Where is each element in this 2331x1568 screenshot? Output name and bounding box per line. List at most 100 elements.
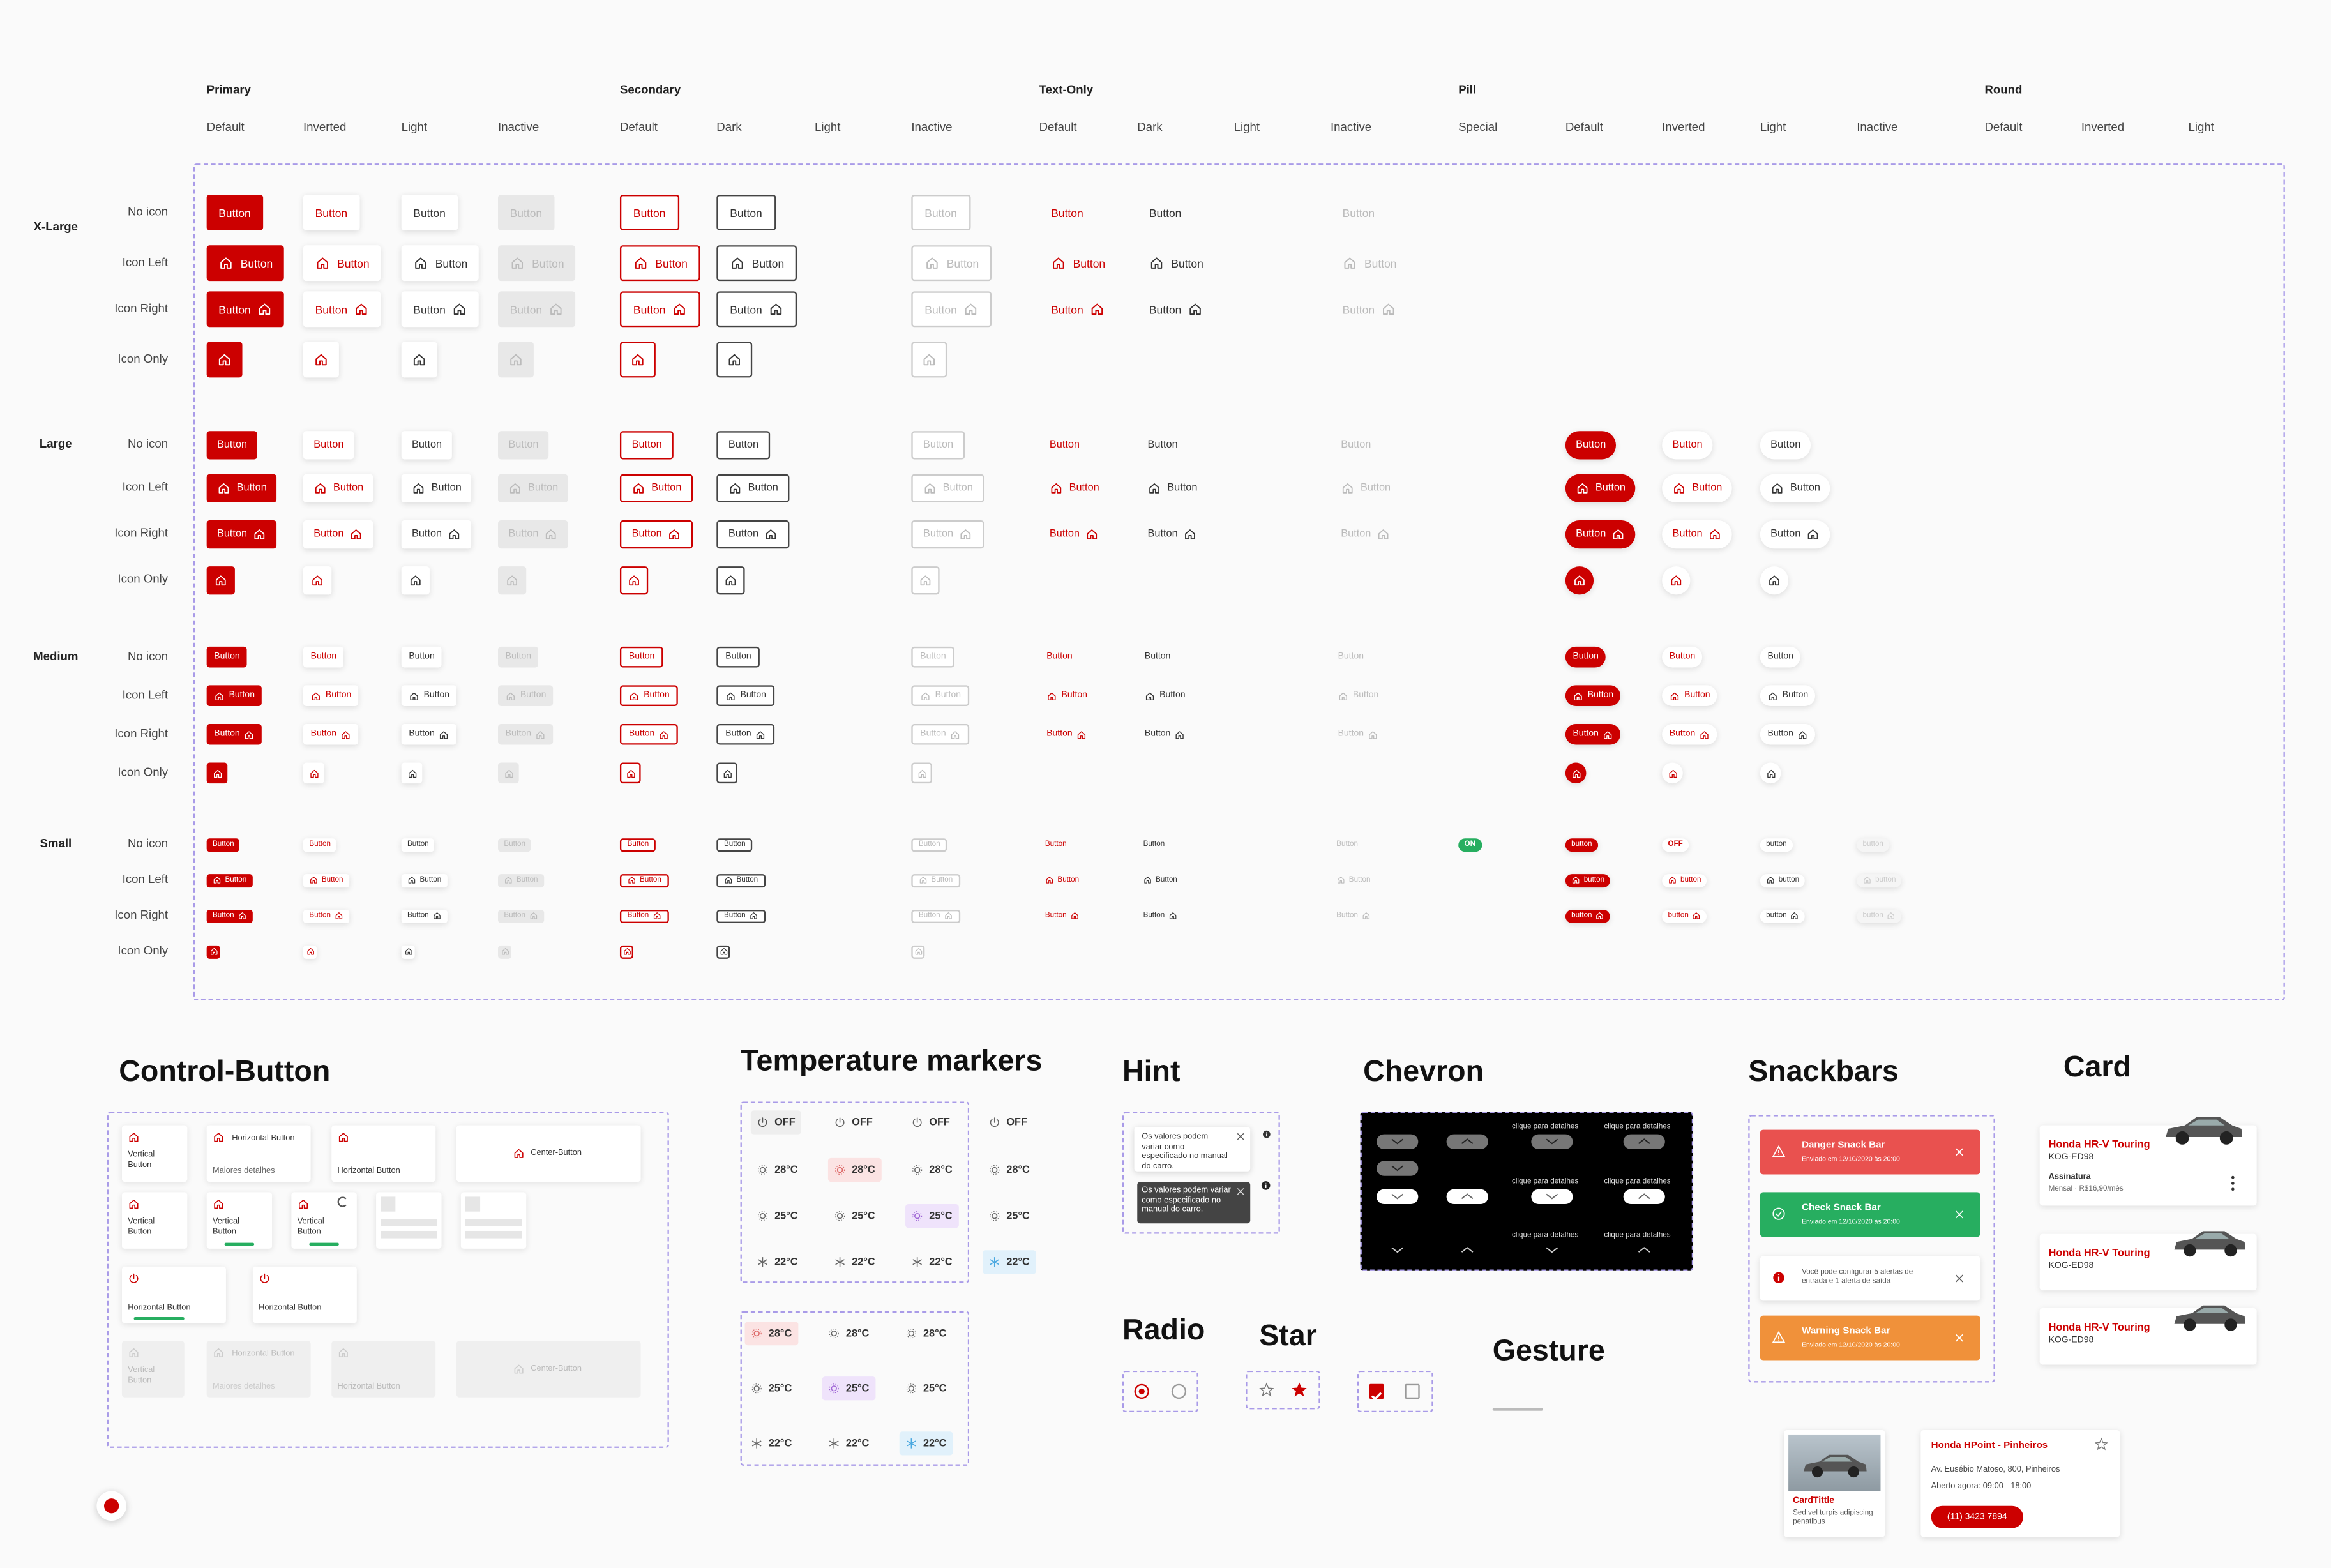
button[interactable]: Button [716,473,790,502]
control-button[interactable] [376,1192,442,1249]
button[interactable]: Button [498,723,554,745]
temperature-marker[interactable]: 22°C [751,1250,804,1274]
x-icon[interactable] [1954,1272,1966,1285]
temperature-marker[interactable]: 25°C [983,1204,1036,1228]
button[interactable]: Button [498,838,532,852]
button[interactable]: Button [206,685,262,707]
button[interactable]: Button [498,430,549,459]
button[interactable]: Button [1331,685,1386,706]
temperature-marker[interactable]: OFF [983,1110,1033,1134]
button[interactable] [911,944,925,958]
button[interactable]: Button [1039,245,1117,281]
button[interactable]: Button [1137,430,1188,458]
button[interactable] [619,565,649,594]
button[interactable]: Button [911,646,955,668]
button[interactable]: Button [303,646,344,668]
button[interactable]: Button [206,473,278,502]
button[interactable]: Button [1760,685,1816,707]
button[interactable]: Button [1137,474,1207,502]
button[interactable]: OFF [1662,838,1689,852]
button[interactable]: Button [619,195,679,230]
button[interactable]: Button [401,473,472,502]
button[interactable]: Button [1331,430,1382,458]
button[interactable]: Button [1039,685,1095,706]
button[interactable]: Button [619,473,694,502]
button[interactable] [1565,565,1594,594]
button[interactable]: Button [1662,430,1713,459]
button[interactable]: Button [1331,474,1401,502]
temperature-marker[interactable]: 22°C [983,1250,1036,1274]
temperature-marker[interactable]: 22°C [745,1431,798,1455]
control-button[interactable]: Horizontal Button Maiores detalhes [206,1341,311,1398]
button[interactable]: button [1565,908,1611,923]
button[interactable] [401,342,437,378]
button[interactable]: Button [1137,838,1170,851]
chevron[interactable] [1531,1189,1573,1205]
control-button[interactable]: Horizontal Button [121,1266,226,1323]
button[interactable]: Button [911,245,993,282]
temperature-marker[interactable]: OFF [828,1110,879,1134]
star-icon[interactable] [1292,1382,1307,1397]
temperature-marker[interactable]: 28°C [751,1158,804,1182]
control-button[interactable]: Vertical Button [206,1192,273,1249]
car-card[interactable]: Honda HR-V Touring KOG-ED98 Assinatura Mens… [2039,1117,2257,1206]
button[interactable]: Button [206,723,262,745]
control-button[interactable]: Vertical Button [121,1192,188,1249]
button[interactable]: Button [716,908,766,923]
control-button[interactable]: Horizontal Button [331,1341,436,1398]
button[interactable]: Button [303,430,354,459]
button[interactable]: Button [498,873,544,887]
temperature-marker[interactable]: 28°C [822,1322,875,1345]
button[interactable]: Button [401,908,448,923]
button[interactable]: Button [1331,520,1401,548]
button[interactable]: Button [1039,195,1096,230]
phone-button[interactable]: (11) 3423 7894 [1931,1505,2024,1528]
button[interactable] [303,762,324,784]
temperature-marker[interactable]: 25°C [828,1204,881,1228]
chevron[interactable] [1447,1243,1488,1258]
button[interactable]: Button [1137,195,1193,230]
temperature-marker[interactable]: 22°C [828,1250,881,1274]
button[interactable] [206,565,235,594]
button[interactable]: Button [1662,646,1703,668]
temperature-marker[interactable]: 28°C [983,1158,1036,1182]
button[interactable]: Button [498,245,577,282]
button[interactable]: Button [1137,873,1183,887]
temperature-marker[interactable]: OFF [750,1110,802,1135]
button[interactable]: Button [716,723,775,745]
temperature-marker[interactable]: 25°C [900,1376,953,1400]
button[interactable]: button [1857,838,1890,852]
button[interactable]: button [1760,908,1806,923]
button[interactable]: Button [206,519,278,548]
chevron[interactable] [1377,1134,1419,1149]
button[interactable] [911,762,932,784]
button[interactable] [401,762,423,784]
button[interactable]: Button [1331,909,1377,923]
button[interactable]: button [1565,873,1611,887]
button[interactable]: Button [401,430,453,459]
button[interactable]: Button [1565,473,1636,502]
x-icon[interactable] [1954,1332,1966,1344]
button[interactable]: Button [911,430,965,459]
button[interactable]: Button [716,838,753,852]
button[interactable]: Button [619,519,694,548]
button[interactable]: Button [911,685,970,707]
button[interactable]: button [1565,838,1598,852]
button[interactable]: Button [206,646,248,668]
button[interactable] [206,762,228,784]
button[interactable]: Button [1137,909,1183,923]
chevron[interactable] [1623,1134,1665,1149]
button[interactable]: Button [911,291,993,328]
button[interactable] [619,762,641,784]
car-card[interactable]: Honda HR-V Touring KOG-ED98 [2039,1305,2257,1365]
button[interactable]: Button [1331,245,1408,281]
button[interactable]: Button [498,519,569,548]
temperature-marker[interactable]: 25°C [751,1204,804,1228]
button[interactable] [911,342,947,378]
button[interactable]: Button [716,245,798,282]
temperature-marker[interactable]: 28°C [900,1322,953,1345]
button[interactable]: Button [401,873,448,887]
temperature-marker[interactable]: 25°C [905,1204,959,1228]
button[interactable]: Button [401,195,458,230]
button[interactable]: Button [303,245,382,282]
